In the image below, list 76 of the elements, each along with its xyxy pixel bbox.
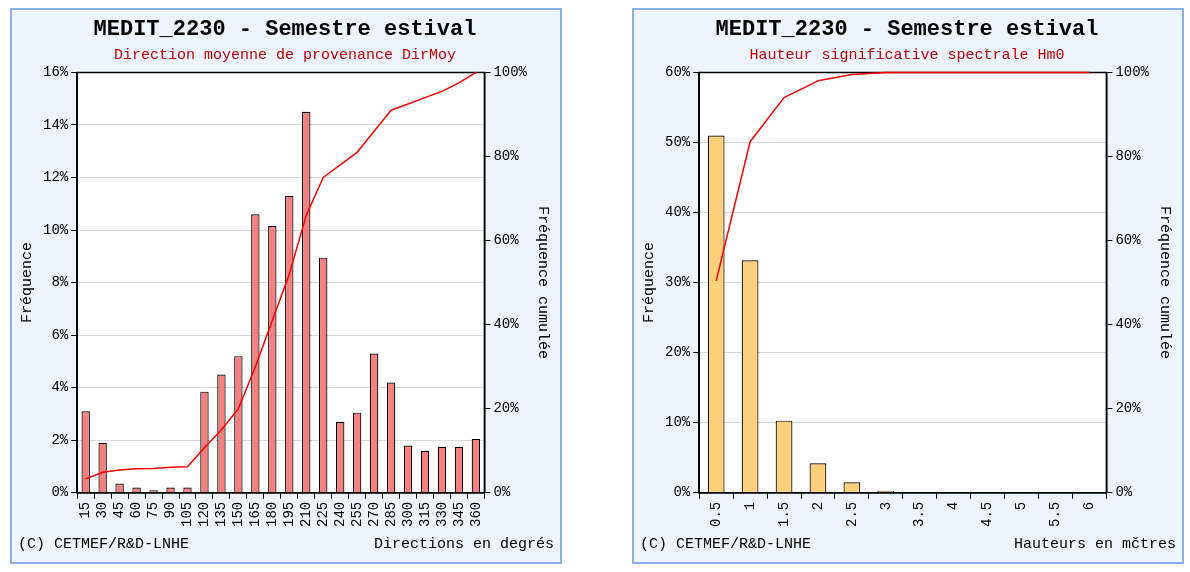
y2-axis-title: Fréquence cumulée (534, 206, 552, 360)
y-tick-label: 4% (51, 379, 69, 396)
y2-tick-label: 0% (493, 484, 511, 501)
y2-tick-label: 80% (493, 148, 520, 165)
chart-title: MEDIT_2230 - Semestre estival (93, 16, 477, 42)
text: (C) CETMEF/R&D-LNHE (18, 536, 190, 553)
x-tick-label: 2 (809, 501, 826, 511)
x-tick-label: 255 (348, 501, 365, 528)
x-tick-label: 330 (433, 501, 450, 528)
y2-axis-title: Fréquence cumulée (1156, 206, 1174, 360)
x-tick-label: 0.5 (707, 501, 724, 528)
x-tick-label: 300 (399, 501, 416, 528)
y-tick-label: 12% (42, 169, 69, 186)
y-axis-title: Fréquence (640, 242, 658, 324)
y2-tick-label: 40% (1115, 316, 1142, 333)
chart-subtitle: Direction moyenne de provenance DirMoy (113, 47, 457, 65)
x-tick-label: 105 (179, 501, 196, 528)
x-tick-label: 150 (230, 501, 247, 528)
text: (C) CETMEF/R&D-LNHE (640, 536, 812, 553)
x-tick-label: 240 (331, 501, 348, 528)
x-tick-label: 4.5 (979, 501, 996, 528)
x-tick-label: 3 (877, 501, 894, 511)
y-tick-label: 30% (664, 274, 691, 291)
y2-tick-label: 20% (1115, 400, 1142, 417)
x-tick-label: 270 (365, 501, 382, 528)
y2-tick-label: 80% (1115, 148, 1142, 165)
x-tick-label: 3.5 (911, 501, 928, 528)
y-tick-label: 0% (51, 484, 69, 501)
chart-subtitle: Hauteur significative spectrale Hm0 (749, 47, 1065, 65)
x-axis-title: Hauteurs en mčtres (1013, 536, 1176, 553)
x-tick-label: 345 (450, 501, 467, 528)
y-tick-label: 60% (664, 64, 691, 81)
x-tick-label: 2.5 (843, 501, 860, 528)
y2-tick-label: 0% (1115, 484, 1133, 501)
x-tick-label: 60 (128, 501, 145, 519)
y-tick-label: 20% (664, 344, 691, 361)
y-tick-label: 50% (664, 134, 691, 151)
x-tick-label: 5.5 (1047, 501, 1064, 528)
y-axis-title: Fréquence (18, 242, 36, 324)
y-tick-label: 40% (664, 204, 691, 221)
y2-tick-label: 60% (493, 232, 520, 249)
x-tick-label: 6 (1081, 501, 1098, 511)
x-tick-label: 285 (382, 501, 399, 528)
x-tick-label: 5 (1013, 501, 1030, 511)
y-tick-label: 8% (51, 274, 69, 291)
x-tick-label: 75 (145, 501, 162, 519)
x-tick-label: 225 (314, 501, 331, 528)
x-tick-label: 1.5 (775, 501, 792, 528)
x-tick-label: 165 (247, 501, 264, 528)
y2-tick-label: 60% (1115, 232, 1142, 249)
x-tick-label: 15 (77, 501, 94, 519)
y-tick-label: 14% (42, 116, 69, 133)
x-tick-label: 195 (280, 501, 297, 528)
x-tick-label: 45 (111, 501, 128, 519)
x-tick-label: 360 (467, 501, 484, 528)
x-tick-label: 30 (94, 501, 111, 519)
y-tick-label: 16% (42, 64, 69, 81)
y-tick-label: 2% (51, 431, 69, 448)
x-tick-label: 90 (162, 501, 179, 519)
x-tick-label: 120 (196, 501, 213, 528)
x-tick-label: 180 (264, 501, 281, 528)
y2-tick-label: 20% (493, 400, 520, 417)
x-tick-label: 210 (297, 501, 314, 528)
y2-tick-label: 100% (1115, 64, 1150, 81)
y-tick-label: 6% (51, 326, 69, 343)
x-tick-label: 4 (945, 501, 962, 511)
y2-tick-label: 40% (493, 316, 520, 333)
chart-title: MEDIT_2230 - Semestre estival (715, 16, 1099, 42)
y-tick-label: 0% (673, 484, 691, 501)
y-tick-label: 10% (664, 414, 691, 431)
x-tick-label: 1 (741, 501, 758, 511)
y2-tick-label: 100% (493, 64, 528, 81)
y-tick-label: 10% (42, 221, 69, 238)
x-tick-label: 135 (213, 501, 230, 528)
x-tick-label: 315 (416, 501, 433, 528)
x-axis-title: Directions en degrés (373, 536, 554, 553)
